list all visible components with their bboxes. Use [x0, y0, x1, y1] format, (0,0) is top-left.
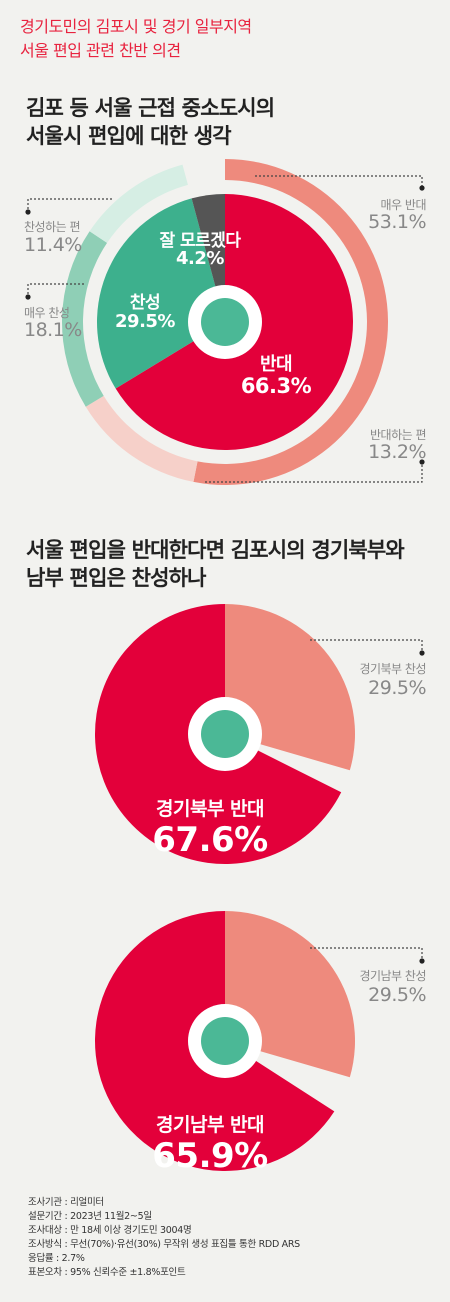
label-north-support-value: 29.5%	[368, 677, 426, 699]
section1-title-line-2: 서울시 편입에 대한 생각	[26, 124, 232, 148]
outer-slice-somewhat-oppose	[85, 395, 198, 482]
leader-dot-south-support	[419, 958, 425, 964]
header-line-2: 서울 편입 관련 찬반 의견	[20, 41, 181, 60]
north-center-dot	[201, 710, 249, 758]
section1-title-line-1: 김포 등 서울 근접 중소도시의	[26, 96, 275, 120]
label-dontknow-value: 4.2%	[176, 248, 224, 269]
note-line: 조사기관 : 리얼미터	[28, 1197, 104, 1208]
note-line: 표본오차 : 95% 신뢰수준 ±1.8%포인트	[28, 1267, 186, 1278]
south-center-dot	[201, 1017, 249, 1065]
label-somewhat-oppose-value: 13.2%	[368, 441, 426, 463]
label-very-oppose-name: 매우 반대	[380, 198, 427, 212]
header-line-1: 경기도민의 김포시 및 경기 일부지역	[20, 17, 252, 36]
label-north-support-name: 경기북부 찬성	[359, 662, 426, 676]
leader-lines	[25, 175, 425, 964]
leader-dot-very-oppose	[419, 185, 425, 191]
leader-dot-north-support	[419, 650, 425, 656]
leader-south-support	[310, 947, 423, 962]
label-south-support-name: 경기남부 찬성	[359, 969, 426, 983]
label-dontknow-name: 잘 모르겠다	[159, 231, 241, 251]
label-somewhat-oppose-name: 반대하는 편	[369, 428, 427, 442]
outer-slice-somewhat-support	[89, 164, 188, 243]
label-support-name: 찬성	[129, 293, 161, 313]
label-oppose-name: 반대	[259, 354, 293, 375]
label-south-oppose-name: 경기남부 반대	[156, 1114, 265, 1136]
label-south-oppose-value: 65.9%	[152, 1136, 268, 1176]
note-line: 응답률 : 2.7%	[28, 1253, 85, 1264]
label-somewhat-support-name: 찬성하는 편	[24, 220, 81, 234]
outer-slice-very-support	[62, 231, 108, 407]
label-very-support-name: 매우 찬성	[24, 306, 70, 320]
leader-dot-very-support	[25, 294, 31, 300]
pie-chart-south	[94, 911, 355, 1171]
note-line: 조사방식 : 무선(70%)·유선(30%) 무작위 생성 표집틀 통한 RDD…	[28, 1239, 300, 1250]
section2-title-line-1: 서울 편입을 반대한다면 김포시의 경기북부와	[26, 538, 405, 562]
leader-somewhat-oppose	[205, 462, 423, 483]
note-line: 조사대상 : 만 18세 이상 경기도민 3004명	[28, 1225, 192, 1236]
leader-dot-somewhat-oppose	[419, 459, 425, 465]
label-very-oppose-value: 53.1%	[368, 211, 426, 233]
label-very-support-value: 18.1%	[24, 319, 82, 341]
label-somewhat-support-value: 11.4%	[24, 234, 82, 256]
survey-notes: 조사기관 : 리얼미터 설문기간 : 2023년 11월2~5일 조사대상 : …	[28, 1196, 300, 1280]
note-line: 설문기간 : 2023년 11월2~5일	[28, 1211, 152, 1222]
leader-somewhat-support	[27, 198, 112, 212]
donut-center-dot	[201, 298, 249, 346]
donut-chart-main	[62, 159, 388, 486]
leader-very-oppose	[255, 175, 423, 190]
slice-support	[96, 198, 225, 389]
label-north-oppose-name: 경기북부 반대	[156, 798, 265, 820]
label-oppose-value: 66.3%	[240, 374, 312, 398]
pie-chart-north	[95, 604, 356, 864]
leader-north-support	[310, 639, 423, 654]
section2-title-line-2: 남부 편입은 찬성하나	[26, 566, 207, 590]
label-north-oppose-value: 67.6%	[152, 820, 268, 860]
label-south-support-value: 29.5%	[368, 984, 426, 1006]
leader-very-support	[27, 283, 84, 298]
label-support-value: 29.5%	[115, 311, 175, 332]
leader-dot-somewhat-support	[25, 209, 31, 215]
